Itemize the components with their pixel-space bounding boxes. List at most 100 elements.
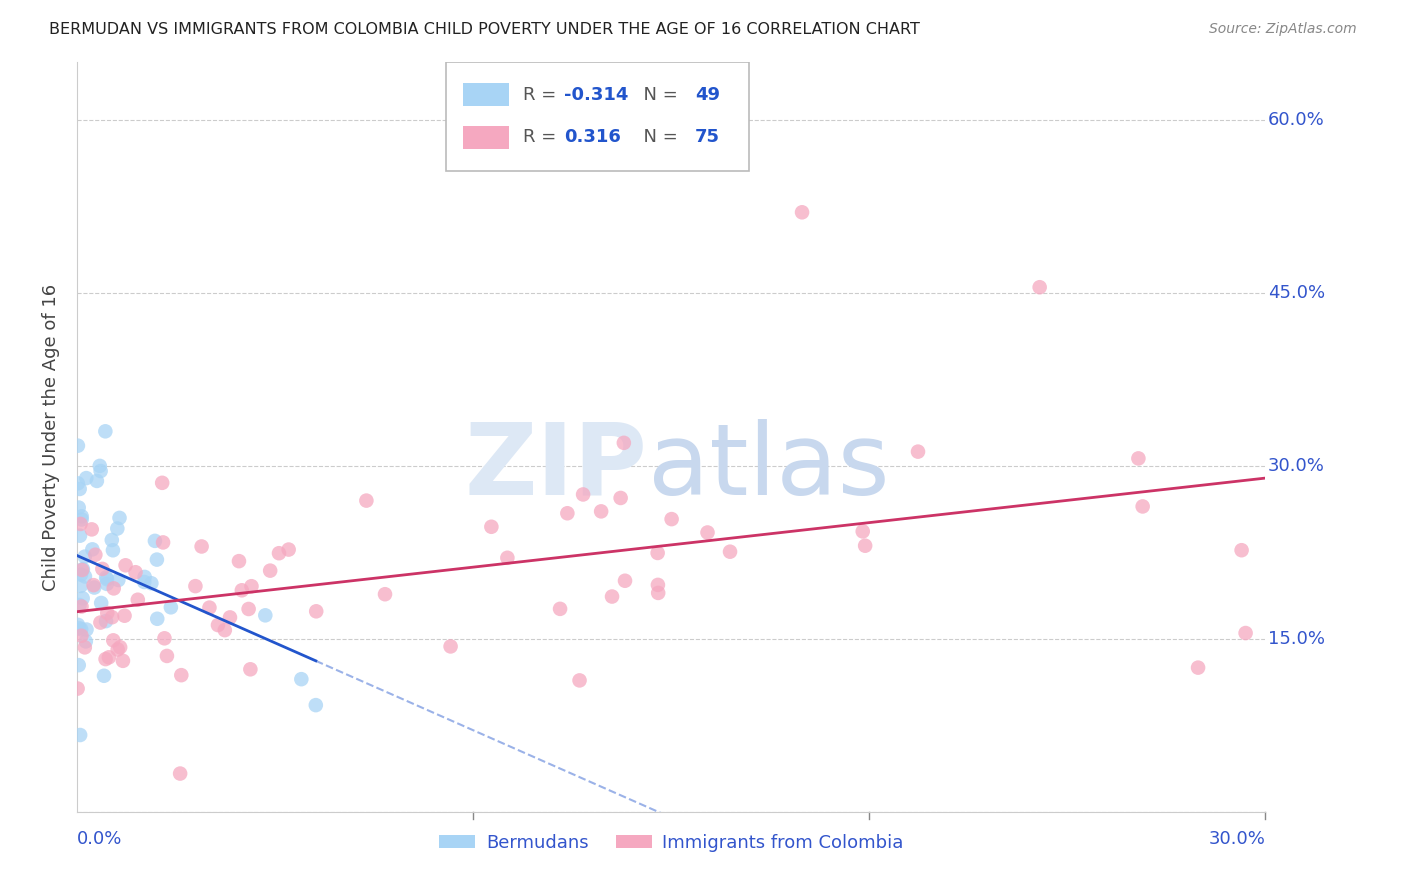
Text: ZIP: ZIP [465, 418, 648, 516]
Bar [464, 126, 509, 149]
Point [70, 563, 93, 577]
Point [124, 566, 146, 580]
Point [790, 205, 813, 219]
Point [111, 654, 134, 668]
Point [150, 475, 173, 490]
Point [82, 542, 104, 557]
Point [75, 634, 97, 648]
Point [90, 596, 112, 610]
Point [207, 618, 229, 632]
Point [89, 458, 111, 473]
Point [73, 549, 96, 564]
Point [214, 623, 236, 637]
FancyBboxPatch shape [446, 62, 748, 171]
Point [1234, 626, 1257, 640]
Point [96, 572, 118, 586]
Point [73, 640, 96, 655]
Point [170, 668, 193, 682]
Point [1028, 280, 1050, 294]
Point [568, 673, 591, 688]
Text: R =: R = [523, 86, 562, 103]
Point [103, 582, 125, 596]
Point [153, 632, 176, 646]
Point [614, 574, 637, 588]
Point [70, 623, 93, 637]
Point [374, 587, 396, 601]
Point [613, 435, 636, 450]
Point [83, 578, 105, 592]
Point [94, 425, 117, 439]
Point [67, 621, 90, 635]
Point [107, 573, 129, 587]
Point [96, 606, 118, 620]
Point [101, 543, 124, 558]
Text: N =: N = [633, 128, 683, 146]
Point [103, 633, 125, 648]
Point [70, 599, 93, 614]
Point [114, 608, 136, 623]
Point [84, 548, 107, 562]
Point [1230, 543, 1253, 558]
Point [75, 471, 97, 485]
Point [66, 681, 89, 696]
Point [160, 600, 183, 615]
Point [152, 535, 174, 549]
Point [305, 604, 328, 618]
Text: 30.0%: 30.0% [1209, 830, 1265, 848]
Point [69, 482, 91, 496]
Point [66, 618, 89, 632]
Point [169, 766, 191, 780]
Legend: Bermudans, Immigrants from Colombia: Bermudans, Immigrants from Colombia [432, 827, 911, 859]
Point [107, 642, 129, 657]
Text: BERMUDAN VS IMMIGRANTS FROM COLOMBIA CHILD POVERTY UNDER THE AGE OF 16 CORRELATI: BERMUDAN VS IMMIGRANTS FROM COLOMBIA CHI… [49, 22, 920, 37]
Point [219, 610, 242, 624]
Point [67, 500, 90, 515]
Point [134, 574, 156, 589]
Point [96, 577, 118, 591]
Point [89, 615, 111, 630]
Point [73, 569, 96, 583]
Point [80, 522, 103, 536]
Point [184, 579, 207, 593]
Point [96, 570, 118, 584]
Point [134, 570, 156, 584]
Point [69, 728, 91, 742]
Text: 0.0%: 0.0% [77, 830, 122, 848]
Point [190, 540, 212, 554]
Point [143, 533, 166, 548]
Text: 75: 75 [695, 128, 720, 146]
Text: 0.316: 0.316 [564, 128, 621, 146]
Point [1132, 500, 1154, 514]
Point [718, 544, 741, 558]
Text: Child Poverty Under the Age of 16: Child Poverty Under the Age of 16 [42, 284, 60, 591]
Text: 30.0%: 30.0% [1268, 457, 1324, 475]
Point [66, 476, 89, 491]
Point [146, 612, 169, 626]
Point [439, 640, 461, 654]
Text: atlas: atlas [648, 418, 889, 516]
Point [647, 578, 669, 592]
Point [228, 554, 250, 568]
Point [69, 598, 91, 612]
Point [127, 592, 149, 607]
Point [238, 602, 260, 616]
Text: 15.0%: 15.0% [1268, 630, 1324, 648]
Text: 60.0%: 60.0% [1268, 112, 1324, 129]
Text: Source: ZipAtlas.com: Source: ZipAtlas.com [1209, 22, 1357, 37]
Point [1187, 660, 1209, 674]
Point [609, 491, 631, 505]
Text: R =: R = [523, 128, 562, 146]
Point [69, 579, 91, 593]
Point [97, 650, 120, 665]
Point [101, 533, 124, 547]
Point [240, 579, 263, 593]
Point [72, 591, 94, 606]
Text: N =: N = [633, 86, 683, 103]
Text: -0.314: -0.314 [564, 86, 628, 103]
Point [70, 512, 93, 526]
Point [254, 608, 277, 623]
Point [572, 487, 595, 501]
Point [591, 504, 613, 518]
Point [661, 512, 683, 526]
Point [108, 511, 131, 525]
